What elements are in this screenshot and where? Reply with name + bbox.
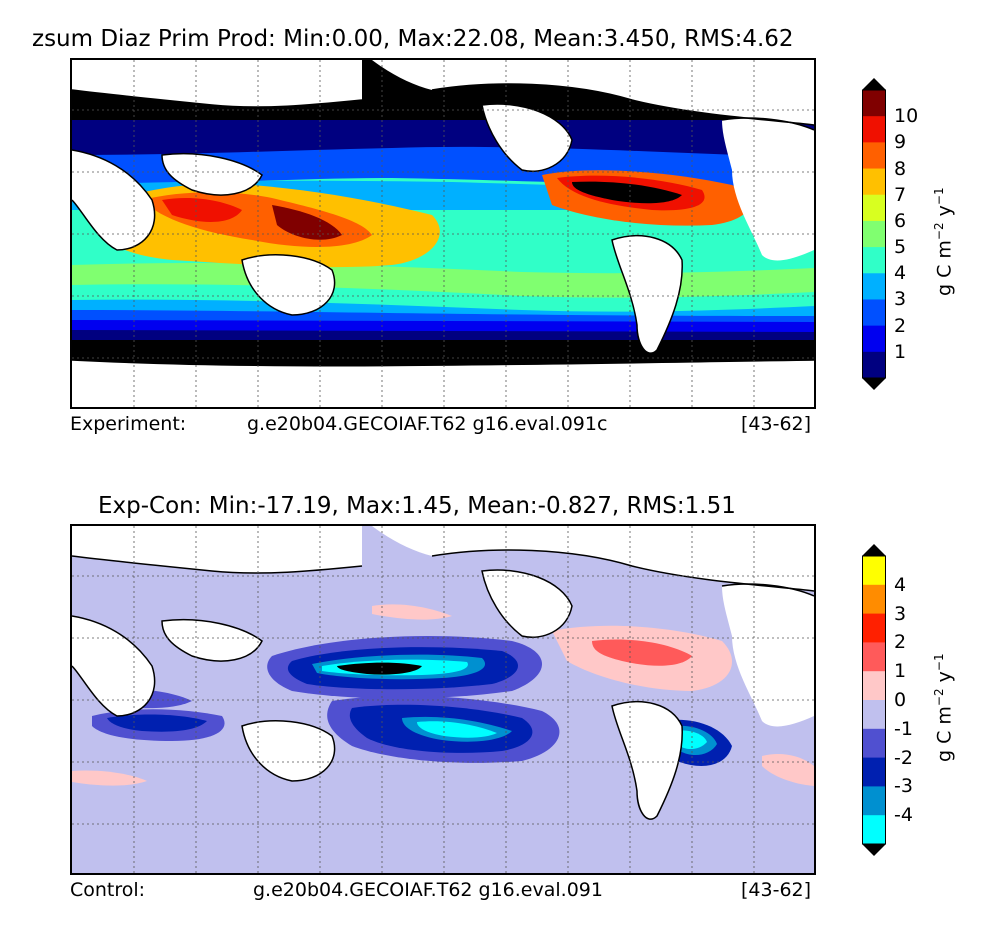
top-colorbar-segment [862,142,886,170]
bottom-colorbar-outline [862,555,886,845]
top-year-range: [43-62] [741,413,812,435]
top-colorbar-units: g C m−2 y−1 [932,187,956,296]
top-experiment-name: g.e20b04.GECOIAF.T62 g16.eval.091c [247,413,608,435]
top-colorbar-segment [862,247,886,274]
bottom-colorbar-tick-label: -4 [894,804,913,827]
top-colorbar-segment [862,90,886,117]
top-colorbar-tick-label: 9 [894,131,907,154]
top-colorbar-tick-label: 8 [894,157,907,180]
bottom-colorbar-tick-label: 4 [894,573,907,596]
bottom-control-name: g.e20b04.GECOIAF.T62 g16.eval.091 [253,879,603,901]
bottom-colorbar-segment [862,642,886,672]
top-colorbar-segment [862,325,886,353]
bottom-colorbar-tick-label: 2 [894,631,907,654]
bottom-colorbar-segment [862,786,886,816]
bottom-colorbar-tick-label: 0 [894,689,907,711]
bottom-colorbar-segment [862,815,886,845]
top-colorbar-outline [862,89,886,379]
top-colorbar-tick-label: 2 [894,314,907,337]
top-colorbar-segment [862,299,886,327]
top-colorbar-segment [862,116,886,143]
top-colorbar-tick-label: 7 [894,183,907,206]
bottom-control-label: Control: [70,879,146,901]
bottom-colorbar-tick-label: -1 [894,717,913,740]
bottom-colorbar-tick-label: -2 [894,746,913,769]
top-colorbar-tick-label: 10 [894,105,919,128]
bottom-colorbar-segment [862,728,886,759]
bottom-colorbar-tick-label: -3 [894,775,913,798]
bottom-map-title: Exp-Con: Min:-17.19, Max:1.45, Mean:-0.8… [98,493,736,519]
top-experiment-label: Experiment: [70,413,187,435]
top-colorbar-tick-label: 4 [894,262,907,285]
top-colorbar-segment [862,194,886,222]
bottom-colorbar-extend-min [862,844,886,856]
bottom-difference-map [72,526,814,873]
bottom-year-range: [43-62] [741,879,812,901]
top-colorbar-segment [862,273,886,300]
bottom-colorbar-segment [862,671,886,701]
top-colorbar [862,78,886,390]
top-productivity-map [72,60,814,407]
top-colorbar-tick-label: 3 [894,288,907,311]
bottom-colorbar-segment [862,757,886,787]
bottom-colorbar-segment [862,613,886,643]
bottom-colorbar-units: g C m−2 y−1 [932,653,956,762]
top-map-panel [70,58,816,409]
top-colorbar-tick-label: 1 [894,340,907,363]
bottom-colorbar-segment [862,556,886,586]
bottom-colorbar [862,544,886,856]
top-colorbar-segment [862,220,886,248]
bottom-colorbar-segment [862,584,886,615]
top-colorbar-extend-min [862,378,886,390]
top-colorbar-segment [862,168,886,196]
bottom-colorbar-extend-max [862,544,886,556]
top-colorbar-segment [862,351,886,379]
bottom-colorbar-tick-label: 1 [894,660,907,683]
bottom-colorbar-tick-label: 3 [894,602,907,625]
top-map-title: zsum Diaz Prim Prod: Min:0.00, Max:22.08… [32,26,794,52]
top-colorbar-tick-label: 6 [894,209,907,232]
top-colorbar-extend-max [862,78,886,90]
bottom-map-panel [70,524,816,875]
top-colorbar-tick-label: 5 [894,236,907,259]
bottom-colorbar-segment [862,700,886,730]
